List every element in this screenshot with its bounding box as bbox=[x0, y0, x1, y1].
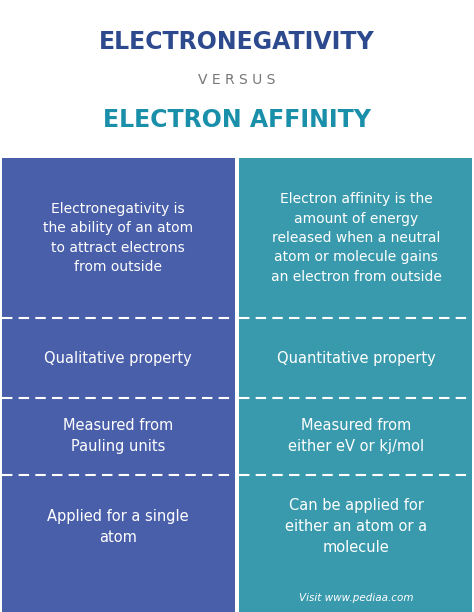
Bar bbox=[239, 158, 472, 318]
Bar bbox=[235, 158, 239, 578]
Bar bbox=[239, 318, 472, 398]
Bar bbox=[239, 578, 472, 612]
Text: Quantitative property: Quantitative property bbox=[277, 351, 436, 365]
Bar bbox=[2, 578, 235, 612]
Text: Electron affinity is the
amount of energy
released when a neutral
atom or molecu: Electron affinity is the amount of energ… bbox=[271, 192, 441, 284]
Text: ELECTRONEGATIVITY: ELECTRONEGATIVITY bbox=[99, 30, 375, 54]
Bar bbox=[239, 398, 472, 475]
Bar bbox=[2, 475, 235, 578]
Text: Qualitative property: Qualitative property bbox=[44, 351, 192, 365]
Text: V E R S U S: V E R S U S bbox=[198, 73, 276, 87]
Text: Can be applied for
either an atom or a
molecule: Can be applied for either an atom or a m… bbox=[285, 498, 427, 555]
Text: Measured from
either eV or kj/mol: Measured from either eV or kj/mol bbox=[288, 419, 424, 455]
Text: Visit www.pediaa.com: Visit www.pediaa.com bbox=[299, 593, 413, 603]
Bar bbox=[2, 318, 235, 398]
Bar bbox=[2, 398, 235, 475]
Text: ELECTRON AFFINITY: ELECTRON AFFINITY bbox=[103, 108, 371, 132]
Bar bbox=[2, 158, 235, 318]
Text: Electronegativity is
the ability of an atom
to attract electrons
from outside: Electronegativity is the ability of an a… bbox=[43, 202, 193, 274]
Text: Measured from
Pauling units: Measured from Pauling units bbox=[63, 419, 173, 455]
Bar bbox=[239, 475, 472, 578]
Text: Applied for a single
atom: Applied for a single atom bbox=[47, 509, 189, 545]
Bar bbox=[0, 0, 474, 158]
